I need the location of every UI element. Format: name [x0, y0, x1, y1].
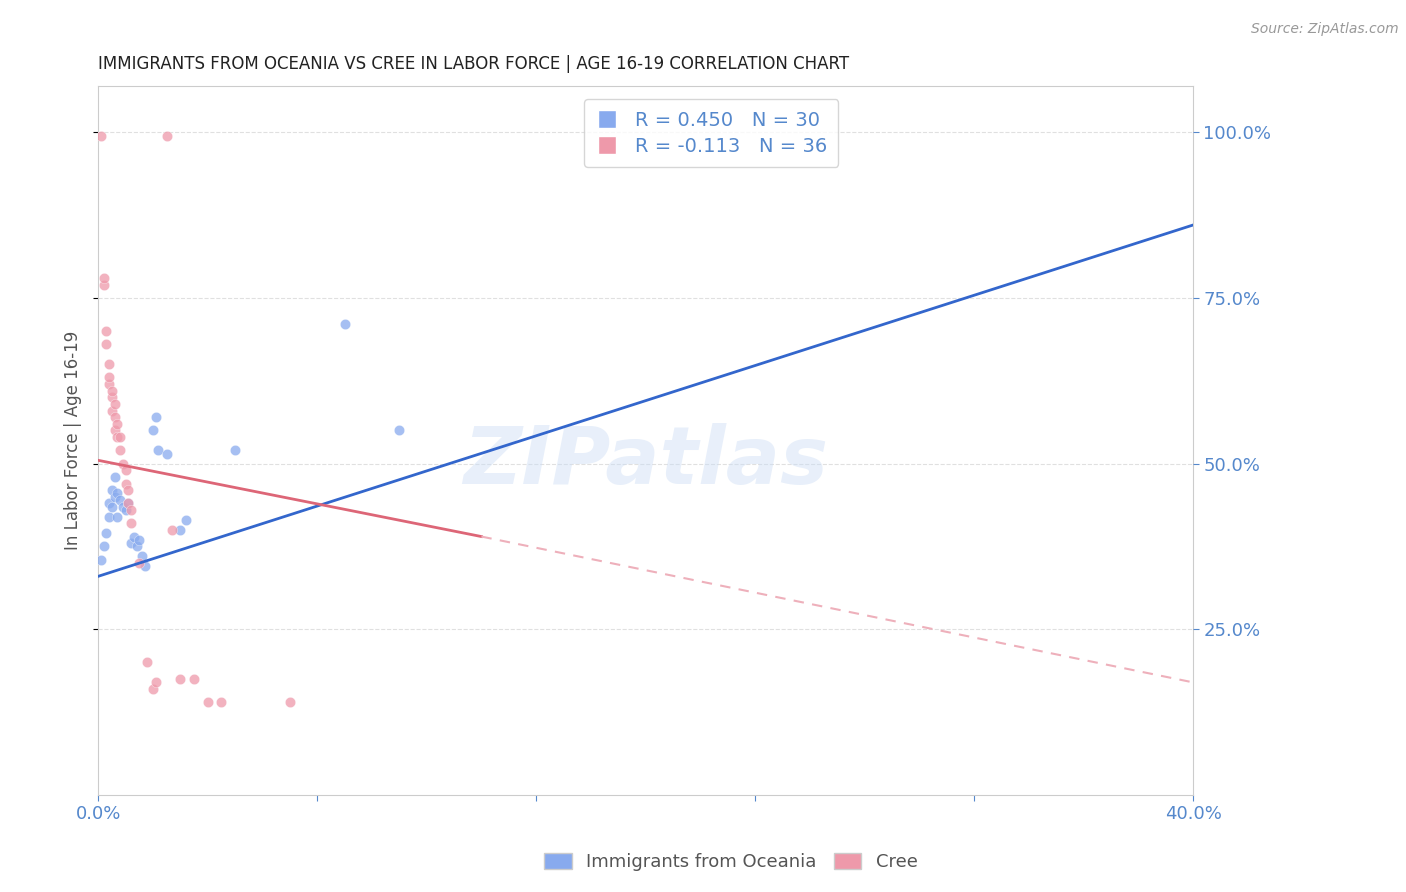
Point [101, 483, 124, 497]
Point [104, 470, 127, 484]
Point [108, 493, 131, 508]
Point [101, 403, 124, 417]
Point [224, 443, 246, 458]
Point [98, 509, 121, 524]
Point [101, 500, 124, 514]
Point [131, 549, 153, 564]
Point [105, 430, 128, 444]
Point [120, 516, 142, 531]
Point [136, 656, 159, 670]
Point [169, 523, 191, 537]
Point [105, 417, 128, 431]
Point [160, 523, 183, 537]
Point [96, 324, 118, 338]
Point [128, 556, 150, 570]
Point [114, 503, 136, 517]
Point [122, 530, 145, 544]
Point [108, 443, 131, 458]
Point [93, 277, 115, 292]
Point [174, 513, 197, 527]
Point [114, 476, 136, 491]
Point [145, 675, 167, 690]
Point [333, 318, 356, 332]
Legend: Immigrants from Oceania, Cree: Immigrants from Oceania, Cree [537, 846, 925, 879]
Point [98, 370, 121, 384]
Point [156, 128, 179, 143]
Point [125, 540, 148, 554]
Point [142, 681, 165, 696]
Point [90, 128, 112, 143]
Y-axis label: In Labor Force | Age 16-19: In Labor Force | Age 16-19 [65, 331, 82, 550]
Point [96, 337, 118, 351]
Point [388, 424, 411, 438]
Point [98, 496, 121, 510]
Point [120, 503, 142, 517]
Point [197, 695, 219, 709]
Point [96, 526, 118, 541]
Point [105, 486, 128, 500]
Point [128, 533, 150, 547]
Point [134, 559, 156, 574]
Text: IMMIGRANTS FROM OCEANIA VS CREE IN LABOR FORCE | AGE 16-19 CORRELATION CHART: IMMIGRANTS FROM OCEANIA VS CREE IN LABOR… [98, 55, 849, 73]
Point [148, 443, 170, 458]
Point [117, 496, 139, 510]
Point [111, 457, 134, 471]
Point [120, 536, 142, 550]
Point [93, 271, 115, 285]
Point [98, 377, 121, 392]
Point [117, 496, 139, 510]
Point [183, 672, 205, 686]
Point [278, 695, 301, 709]
Point [93, 540, 115, 554]
Point [169, 672, 191, 686]
Point [90, 553, 112, 567]
Point [156, 447, 179, 461]
Point [104, 397, 127, 411]
Text: ZIPatlas: ZIPatlas [463, 423, 828, 500]
Point [114, 463, 136, 477]
Point [104, 410, 127, 425]
Point [117, 483, 139, 497]
Text: Source: ZipAtlas.com: Source: ZipAtlas.com [1251, 22, 1399, 37]
Point [111, 500, 134, 514]
Point [104, 424, 127, 438]
Point [98, 357, 121, 371]
Point [108, 430, 131, 444]
Point [145, 410, 167, 425]
Legend: R = 0.450   N = 30, R = -0.113   N = 36: R = 0.450 N = 30, R = -0.113 N = 36 [583, 99, 838, 167]
Point [104, 490, 127, 504]
Point [101, 390, 124, 404]
Point [105, 509, 128, 524]
Point [209, 695, 232, 709]
Point [142, 424, 165, 438]
Point [101, 384, 124, 398]
